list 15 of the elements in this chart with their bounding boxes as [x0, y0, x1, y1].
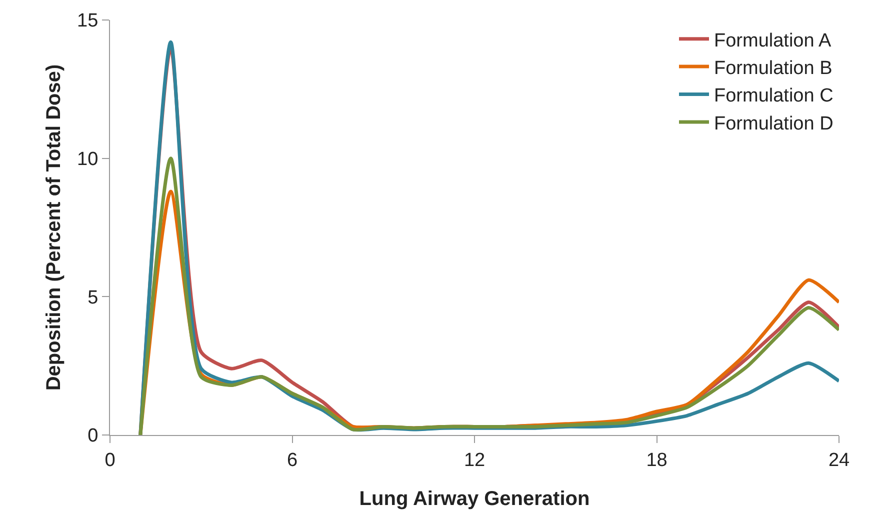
y-tick-label: 15: [77, 10, 98, 32]
y-tick-label: 0: [88, 426, 98, 447]
legend-label: Formulation D: [714, 113, 834, 134]
y-tick-label: 5: [88, 287, 98, 308]
x-tick-label: 0: [104, 450, 116, 471]
x-tick-label: 24: [828, 450, 850, 471]
x-tick-label: 18: [646, 450, 668, 471]
legend-label: Formulation B: [714, 58, 832, 79]
x-tick-label: 6: [286, 450, 298, 471]
y-tick-label: 10: [77, 148, 98, 170]
x-tick-label: 12: [464, 450, 486, 471]
legend-label: Formulation A: [714, 30, 832, 52]
x-axis-title: Lung Airway Generation: [359, 488, 590, 510]
legend-label: Formulation C: [714, 86, 834, 107]
y-axis-title: Deposition (Percent of Total Dose): [43, 64, 65, 391]
